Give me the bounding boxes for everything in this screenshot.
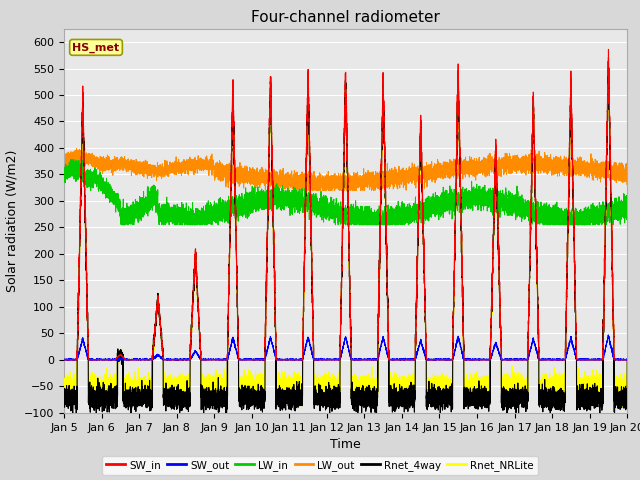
Legend: SW_in, SW_out, LW_in, LW_out, Rnet_4way, Rnet_NRLite: SW_in, SW_out, LW_in, LW_out, Rnet_4way,…: [102, 456, 538, 475]
X-axis label: Time: Time: [330, 438, 361, 451]
Y-axis label: Solar radiation (W/m2): Solar radiation (W/m2): [5, 150, 19, 292]
Title: Four-channel radiometer: Four-channel radiometer: [251, 10, 440, 25]
Text: HS_met: HS_met: [72, 42, 120, 52]
